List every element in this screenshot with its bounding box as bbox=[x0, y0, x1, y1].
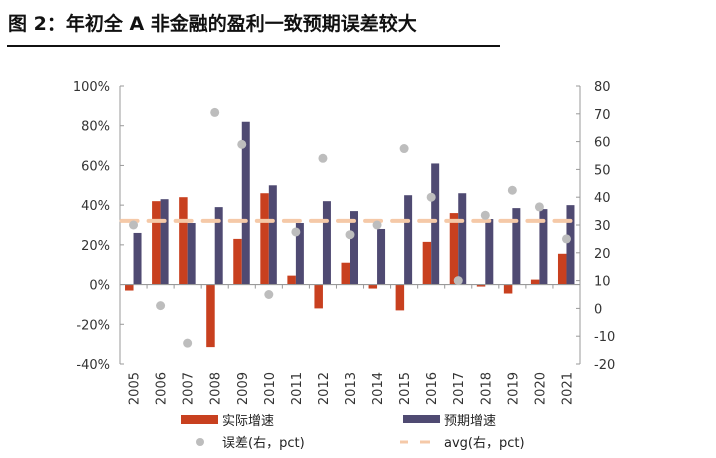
year-label: 2005 bbox=[128, 372, 143, 405]
bar-actual-growth bbox=[557, 253, 567, 285]
bar-expected-growth bbox=[133, 232, 142, 285]
bar-expected-growth bbox=[241, 121, 250, 285]
right-tick-label: 20 bbox=[594, 247, 611, 262]
year-label: 2006 bbox=[155, 372, 170, 405]
chart-title: 图 2：年初全 A 非金融的盈利一致预期误差较大 bbox=[8, 13, 417, 35]
legend-label-avg: avg(右，pct) bbox=[444, 436, 525, 451]
year-label: 2014 bbox=[371, 372, 386, 405]
bar-actual-growth bbox=[476, 284, 486, 287]
left-tick-label: 60% bbox=[81, 159, 110, 174]
bar-actual-growth bbox=[422, 241, 432, 285]
error-dot bbox=[210, 107, 220, 117]
error-dot bbox=[264, 290, 274, 299]
bar-expected-growth bbox=[295, 223, 304, 285]
error-dot bbox=[534, 202, 544, 212]
bar-expected-growth bbox=[377, 228, 386, 285]
left-tick-label: 40% bbox=[81, 199, 110, 214]
bar-actual-growth bbox=[341, 262, 350, 285]
error-dot bbox=[453, 276, 463, 286]
bar-expected-growth bbox=[160, 199, 169, 285]
right-tick-label: 30 bbox=[594, 219, 611, 234]
error-dot bbox=[507, 185, 517, 195]
bar-expected-growth bbox=[187, 223, 196, 285]
bar-expected-growth bbox=[512, 208, 521, 285]
error-dot bbox=[156, 301, 166, 311]
error-dot bbox=[318, 153, 328, 163]
left-tick-label: -20% bbox=[76, 318, 110, 333]
year-label: 2007 bbox=[182, 372, 197, 405]
year-label: 2008 bbox=[209, 372, 224, 405]
bar-expected-growth bbox=[485, 219, 494, 285]
right-tick-label: 60 bbox=[594, 136, 611, 151]
legend-label-expected: 预期增速 bbox=[444, 414, 496, 429]
legend-label-error: 误差(右，pct) bbox=[222, 436, 305, 451]
bar-expected-growth bbox=[268, 185, 277, 285]
year-label: 2017 bbox=[452, 372, 467, 405]
error-dot bbox=[426, 192, 436, 202]
legend-swatch-actual bbox=[181, 415, 218, 424]
bar-actual-growth bbox=[449, 213, 459, 285]
right-tick-label: 50 bbox=[594, 163, 611, 178]
year-label: 2018 bbox=[479, 372, 494, 405]
bar-actual-growth bbox=[233, 238, 242, 285]
bar-actual-growth bbox=[503, 284, 513, 294]
bar-expected-growth bbox=[458, 193, 467, 285]
error-dot bbox=[561, 234, 571, 244]
error-dot bbox=[345, 230, 355, 240]
year-label: 2009 bbox=[236, 372, 251, 405]
left-tick-label: 100% bbox=[73, 80, 110, 95]
bar-actual-growth bbox=[314, 284, 323, 309]
bar-actual-growth bbox=[179, 197, 188, 285]
bar-actual-growth bbox=[206, 284, 215, 348]
bar-expected-growth bbox=[539, 209, 548, 285]
year-label: 2012 bbox=[317, 372, 332, 405]
right-tick-label: 10 bbox=[594, 275, 611, 290]
bar-actual-growth bbox=[125, 284, 134, 291]
left-tick-label: 20% bbox=[81, 239, 110, 254]
legend-label-actual: 实际增速 bbox=[222, 414, 274, 429]
right-tick-label: 80 bbox=[594, 80, 611, 95]
year-label: 2011 bbox=[290, 372, 305, 405]
error-dot bbox=[480, 210, 490, 220]
error-dot bbox=[399, 144, 409, 154]
right-tick-label: 0 bbox=[594, 302, 602, 317]
error-dot bbox=[372, 220, 382, 230]
year-label: 2013 bbox=[344, 372, 359, 405]
left-tick-label: 0% bbox=[89, 279, 110, 294]
error-dot bbox=[237, 139, 247, 149]
year-label: 2020 bbox=[533, 372, 548, 405]
year-label: 2021 bbox=[560, 372, 575, 405]
error-dot bbox=[291, 227, 301, 237]
bar-expected-growth bbox=[404, 195, 413, 285]
year-label: 2010 bbox=[263, 372, 278, 405]
bar-actual-growth bbox=[368, 284, 378, 289]
bar-expected-growth bbox=[214, 207, 223, 285]
bar-actual-growth bbox=[530, 279, 540, 285]
bar-actual-growth bbox=[287, 275, 296, 285]
error-dot bbox=[129, 220, 139, 230]
bar-expected-growth bbox=[350, 211, 358, 285]
title-underline bbox=[7, 45, 500, 47]
legend-swatch-error bbox=[196, 438, 204, 446]
year-label: 2016 bbox=[425, 372, 440, 405]
bar-expected-growth bbox=[322, 201, 331, 285]
right-tick-label: -10 bbox=[594, 330, 615, 345]
bar-actual-growth bbox=[395, 284, 405, 311]
bar-expected-growth bbox=[431, 163, 440, 285]
right-tick-label: -20 bbox=[594, 358, 615, 373]
left-tick-label: -40% bbox=[76, 358, 110, 373]
year-label: 2019 bbox=[506, 372, 521, 405]
bar-expected-growth bbox=[566, 205, 575, 285]
error-dot bbox=[183, 338, 193, 348]
bar-actual-growth bbox=[152, 201, 161, 285]
left-tick-label: 80% bbox=[81, 120, 110, 135]
right-tick-label: 40 bbox=[594, 191, 611, 206]
right-tick-label: 70 bbox=[594, 108, 611, 123]
year-label: 2015 bbox=[398, 372, 413, 405]
legend-swatch-expected bbox=[403, 415, 440, 423]
bar-actual-growth bbox=[260, 193, 269, 285]
